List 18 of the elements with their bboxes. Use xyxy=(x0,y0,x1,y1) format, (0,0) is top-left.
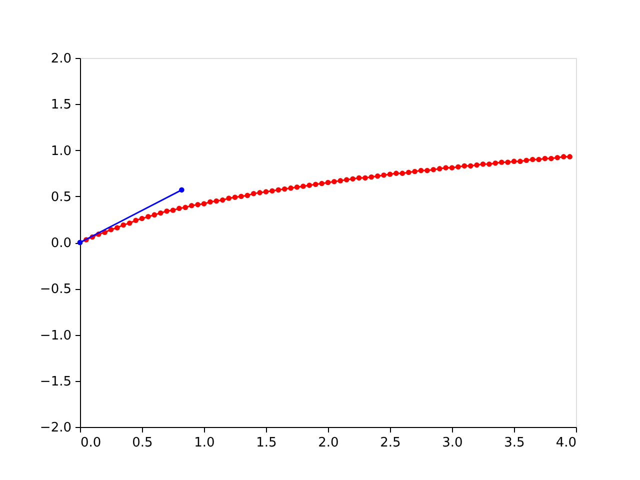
x-tick-label: 2.0 xyxy=(318,436,339,450)
y-tick-label: 0.0 xyxy=(50,236,72,251)
y-tick-label: −1.0 xyxy=(40,328,72,344)
x-tick-label: 1.0 xyxy=(194,436,215,450)
y-tick-label: −0.5 xyxy=(40,282,72,298)
x-tick-label: 2.5 xyxy=(380,436,401,450)
y-tick-label: 1.5 xyxy=(50,98,72,113)
x-tick-label: 3.5 xyxy=(504,436,525,450)
y-tick-label: −2.0 xyxy=(40,420,72,436)
y-tick-label: 0.5 xyxy=(50,190,72,205)
x-tick-label: 4.0 xyxy=(556,436,576,450)
x-tick-label: 3.0 xyxy=(442,436,463,450)
x-tick-label: 0.0 xyxy=(80,436,102,450)
y-tick-label: 1.0 xyxy=(50,144,72,159)
y-tick-label: −1.5 xyxy=(40,374,72,390)
x-tick-label: 1.5 xyxy=(256,436,277,450)
x-tick-label: 0.5 xyxy=(132,436,153,450)
y-tick-label: 2.0 xyxy=(50,52,72,66)
